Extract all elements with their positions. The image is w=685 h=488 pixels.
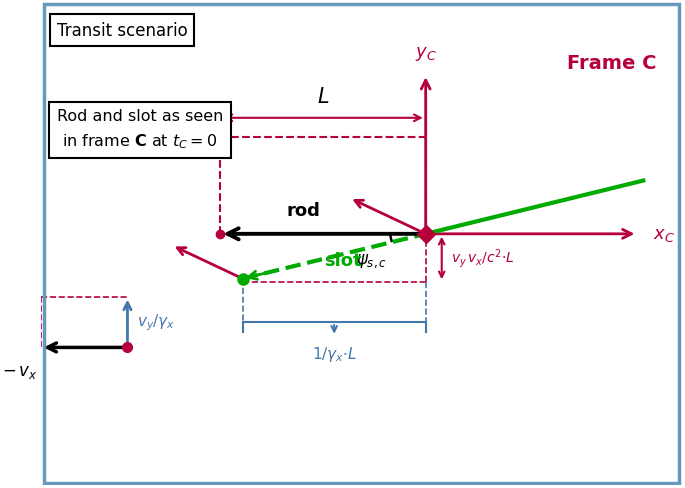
Text: Rod and slot as seen
 in frame $\mathbf{C}$ at $t_C = 0$: Rod and slot as seen in frame $\mathbf{C… <box>57 109 223 151</box>
Text: slot: slot <box>324 252 362 270</box>
Text: Frame C: Frame C <box>566 54 656 73</box>
Text: $x_C$: $x_C$ <box>653 225 675 244</box>
Text: $v_y/\gamma_x$: $v_y/\gamma_x$ <box>137 312 175 333</box>
Text: $-\,v_x$: $-\,v_x$ <box>2 362 38 380</box>
Text: $L$: $L$ <box>317 86 329 106</box>
Text: Transit scenario: Transit scenario <box>57 22 188 40</box>
Text: $1/\gamma_x{\cdot}L$: $1/\gamma_x{\cdot}L$ <box>312 344 357 363</box>
Text: $v_y\, v_x/c^2{\cdot}L$: $v_y\, v_x/c^2{\cdot}L$ <box>451 247 515 270</box>
Text: rod: rod <box>287 202 321 220</box>
Text: $\psi_{s,c}$: $\psi_{s,c}$ <box>356 252 387 270</box>
Text: $y_C$: $y_C$ <box>414 45 436 63</box>
